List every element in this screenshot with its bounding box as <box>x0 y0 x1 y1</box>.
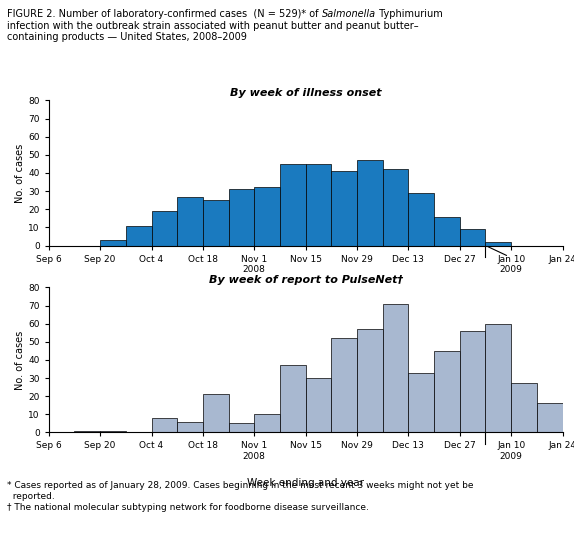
Text: Typhimurium: Typhimurium <box>375 9 443 19</box>
Text: infection with the outbreak strain associated with peanut butter and peanut butt: infection with the outbreak strain assoc… <box>7 21 418 31</box>
Bar <box>254 414 280 432</box>
Bar <box>434 217 460 246</box>
Bar <box>177 422 203 432</box>
Bar <box>357 160 383 246</box>
X-axis label: Week ending and year: Week ending and year <box>247 291 364 301</box>
Bar <box>203 395 228 432</box>
Bar <box>460 331 486 432</box>
Title: By week of report to PulseNet†: By week of report to PulseNet† <box>208 275 403 285</box>
Bar <box>511 383 537 432</box>
Bar <box>100 431 126 432</box>
Bar <box>331 171 357 246</box>
Y-axis label: No. of cases: No. of cases <box>15 330 25 389</box>
Bar <box>228 189 254 246</box>
Bar <box>177 196 203 246</box>
Bar <box>537 403 563 432</box>
Text: FIGURE 2. Number of laboratory-confirmed cases  (N = 529)* of: FIGURE 2. Number of laboratory-confirmed… <box>7 9 321 19</box>
Text: Salmonella: Salmonella <box>321 9 375 19</box>
Bar <box>126 225 152 246</box>
X-axis label: Week ending and year: Week ending and year <box>247 478 364 488</box>
Bar <box>486 324 511 432</box>
Bar <box>254 187 280 246</box>
Bar <box>75 431 100 432</box>
Bar <box>486 242 511 246</box>
Text: * Cases reported as of January 28, 2009. Cases beginning in the most recent 3 we: * Cases reported as of January 28, 2009.… <box>7 481 474 490</box>
Bar <box>280 164 306 246</box>
Bar <box>280 365 306 432</box>
Bar <box>152 418 177 432</box>
Bar <box>357 329 383 432</box>
Title: By week of illness onset: By week of illness onset <box>230 88 382 98</box>
Bar <box>100 240 126 246</box>
Text: reported.: reported. <box>7 492 55 501</box>
Bar <box>331 338 357 432</box>
Bar <box>203 200 228 246</box>
Bar <box>228 424 254 432</box>
Bar <box>383 304 409 432</box>
Bar <box>460 229 486 246</box>
Bar <box>152 211 177 246</box>
Bar <box>306 378 331 432</box>
Bar <box>409 193 434 246</box>
Text: containing products — United States, 2008–2009: containing products — United States, 200… <box>7 32 247 42</box>
Bar <box>383 169 409 246</box>
Text: † The national molecular subtyping network for foodborne disease surveillance.: † The national molecular subtyping netwo… <box>7 503 369 512</box>
Bar <box>306 164 331 246</box>
Bar <box>409 373 434 432</box>
Bar <box>434 351 460 432</box>
Y-axis label: No. of cases: No. of cases <box>15 143 25 203</box>
